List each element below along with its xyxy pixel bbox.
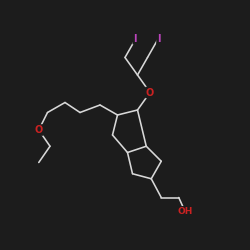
- Text: I: I: [157, 34, 160, 44]
- Text: O: O: [146, 88, 154, 98]
- Text: O: O: [34, 125, 43, 135]
- Text: I: I: [133, 34, 137, 44]
- Text: OH: OH: [177, 207, 193, 216]
